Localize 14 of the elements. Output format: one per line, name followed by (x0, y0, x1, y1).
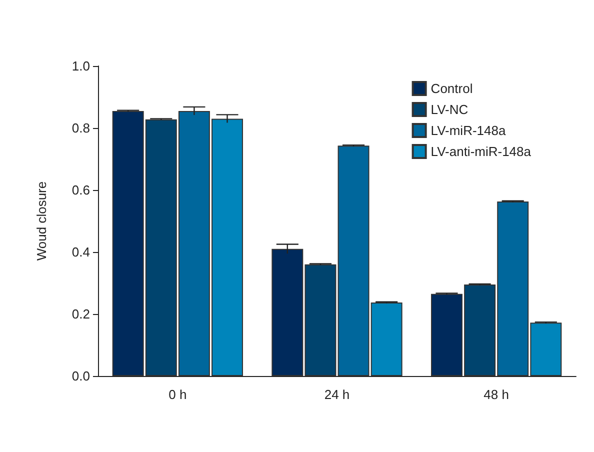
legend-label: LV-miR-148a (430, 123, 506, 138)
y-axis-title: Woud closure (34, 181, 49, 261)
legend-label: Control (430, 81, 473, 96)
y-tick-label: 1.0 (72, 58, 90, 74)
y-tick-label: 0.4 (72, 244, 90, 260)
x-tick-label: 48 h (484, 387, 509, 402)
legend-label: LV-NC (430, 102, 468, 117)
y-tick-label: 0.0 (72, 368, 90, 384)
legend-label: LV-anti-miR-148a (430, 144, 532, 159)
x-tick-label: 0 h (168, 387, 187, 402)
y-tick-label: 0.2 (72, 306, 90, 322)
y-tick-label: 0.8 (72, 120, 90, 136)
y-tick-label: 0.6 (72, 182, 90, 198)
x-tick-label: 24 h (324, 387, 350, 402)
